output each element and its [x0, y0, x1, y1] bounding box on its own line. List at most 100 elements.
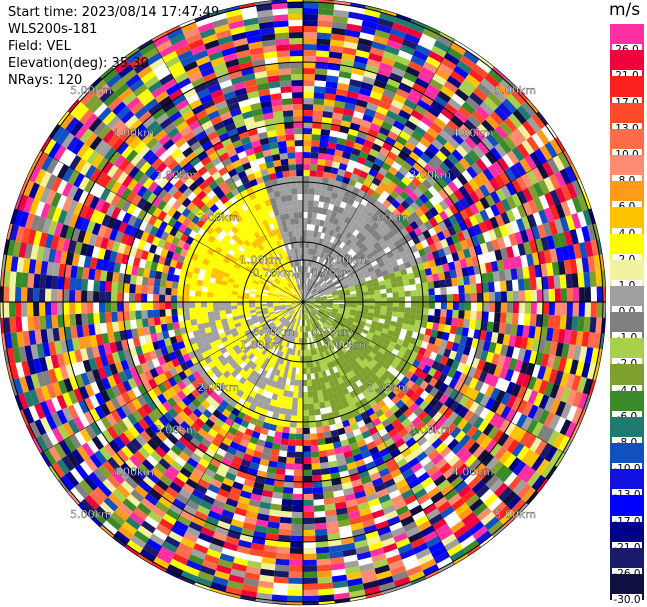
velocity-gate: [239, 211, 248, 220]
velocity-gate: [306, 236, 310, 243]
velocity-gate: [201, 222, 210, 232]
velocity-gate: [268, 289, 275, 293]
velocity-gate: [323, 275, 329, 281]
velocity-gate: [264, 364, 271, 372]
velocity-gate: [379, 212, 388, 222]
velocity-gate: [262, 421, 271, 430]
velocity-gate: [312, 206, 319, 214]
velocity-gate: [205, 377, 214, 387]
velocity-gate: [189, 284, 197, 291]
velocity-gate: [231, 407, 240, 417]
velocity-gate: [295, 306, 300, 313]
velocity-gate: [292, 110, 303, 117]
velocity-gate: [307, 385, 313, 392]
velocity-gate: [379, 332, 388, 339]
velocity-gate: [183, 289, 190, 297]
velocity-gate: [351, 274, 358, 281]
velocity-gate: [111, 291, 118, 302]
velocity-gate: [499, 312, 507, 324]
velocity-gate: [218, 221, 227, 230]
velocity-gate: [338, 323, 345, 329]
velocity-gate: [279, 304, 286, 307]
velocity-gate: [230, 377, 239, 386]
velocity-gate: [303, 80, 315, 87]
velocity-gate: [171, 295, 178, 302]
velocity-gate: [345, 342, 353, 349]
velocity-gate: [297, 331, 300, 338]
velocity-gate: [356, 326, 364, 332]
velocity-gate: [287, 308, 294, 313]
velocity-gate: [177, 302, 184, 309]
velocity-gate: [279, 189, 287, 197]
velocity-gate: [316, 286, 323, 292]
velocity-gate: [237, 305, 244, 309]
velocity-gate: [189, 302, 196, 308]
velocity-gate: [292, 294, 299, 299]
velocity-gate: [285, 305, 292, 309]
velocity-gate: [265, 318, 272, 323]
velocity-gate: [265, 343, 272, 351]
velocity-gate: [271, 412, 280, 420]
velocity-gate: [348, 314, 356, 319]
velocity-gate: [299, 236, 303, 243]
velocity-gate: [349, 337, 357, 344]
velocity-gate: [410, 307, 417, 314]
velocity-gate: [303, 297, 308, 302]
velocity-gate: [232, 283, 240, 289]
velocity-gate: [572, 302, 579, 317]
velocity-gate: [205, 226, 215, 235]
velocity-gate: [153, 278, 161, 287]
velocity-gate: [221, 276, 229, 282]
velocity-gate: [279, 317, 286, 323]
velocity-gate: [300, 290, 303, 297]
velocity-gate: [303, 391, 309, 398]
velocity-gate: [415, 283, 423, 291]
velocity-gate: [360, 184, 369, 193]
velocity-gate: [500, 302, 507, 313]
velocity-gate: [307, 285, 312, 292]
velocity-gate: [511, 312, 519, 325]
velocity-gate: [387, 221, 397, 231]
velocity-gate: [277, 285, 283, 290]
velocity-gate: [222, 340, 231, 347]
velocity-gate: [289, 38, 303, 45]
velocity-gate: [231, 266, 239, 273]
velocity-gate: [391, 226, 401, 235]
velocity-gate: [227, 390, 236, 400]
velocity-gate: [251, 282, 259, 288]
velocity-gate: [320, 251, 325, 259]
velocity-gate: [305, 291, 309, 297]
velocity-gate: [308, 312, 312, 319]
velocity-gate: [230, 327, 238, 334]
velocity-gate: [304, 325, 307, 332]
velocity-gate: [328, 380, 336, 388]
velocity-gate: [292, 311, 297, 318]
velocity-gate: [311, 273, 316, 281]
velocity-gate: [238, 284, 246, 290]
velocity-gate: [281, 339, 286, 346]
velocity-gate: [285, 134, 295, 141]
velocity-gate: [374, 233, 383, 242]
velocity-gate: [373, 313, 381, 319]
velocity-gate: [195, 312, 203, 319]
velocity-gate: [292, 92, 303, 99]
velocity-gate: [311, 323, 316, 331]
velocity-gate: [375, 245, 384, 253]
velocity-gate: [303, 62, 316, 69]
velocity-gate: [287, 200, 293, 208]
velocity-gate: [264, 271, 271, 278]
velocity-gate: [235, 259, 243, 266]
velocity-gate: [273, 303, 280, 306]
velocity-gate: [222, 245, 231, 253]
velocity-gate: [249, 260, 257, 267]
velocity-gate: [316, 38, 331, 46]
velocity-gate: [381, 327, 389, 335]
velocity-gate: [354, 256, 362, 264]
velocity-gate: [283, 390, 289, 397]
velocity-gate: [278, 351, 284, 359]
velocity-gate: [303, 152, 311, 159]
velocity-gate: [311, 255, 316, 262]
velocity-gate: [341, 374, 348, 383]
velocity-gate: [283, 176, 291, 184]
velocity-gate: [422, 334, 431, 343]
